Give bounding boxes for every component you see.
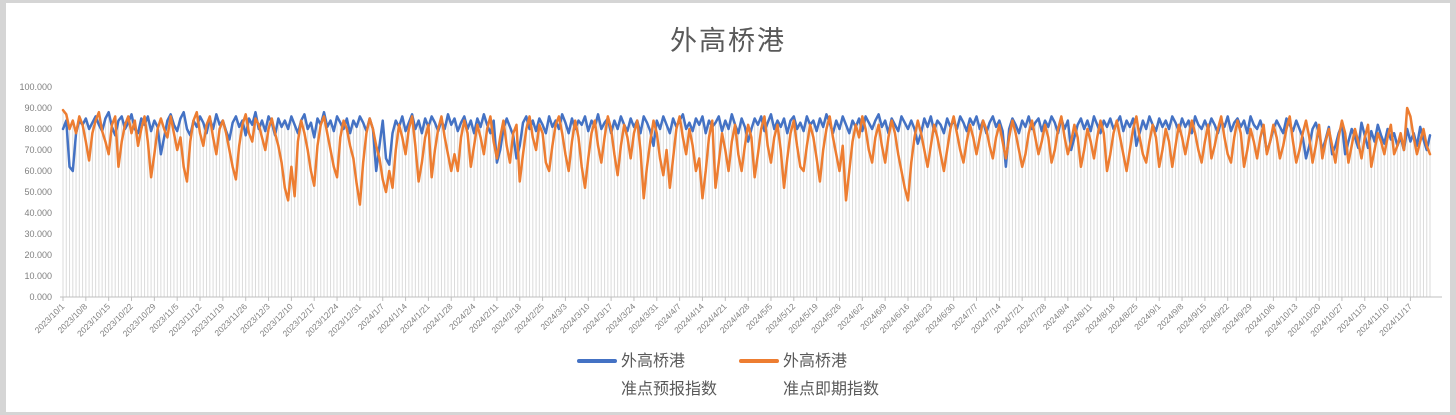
y-tick-label: 90.000 — [24, 103, 52, 113]
y-tick-label: 60.000 — [24, 166, 52, 176]
legend-item-forecast[interactable]: 外高桥港准点预报指数 — [576, 348, 717, 404]
y-tick-label: 70.000 — [24, 145, 52, 155]
legend-label-forecast: 外高桥港准点预报指数 — [621, 348, 717, 404]
y-tick-label: 40.000 — [24, 208, 52, 218]
y-tick-label: 80.000 — [24, 124, 52, 134]
legend-item-spot[interactable]: 外高桥港准点即期指数 — [739, 348, 879, 404]
y-tick-label: 0.000 — [29, 292, 52, 302]
legend-label-forecast-line2: 准点预报指数 — [620, 381, 717, 398]
line-chart: 2023/10/12023/10/82023/10/152023/10/2220… — [19, 82, 1442, 338]
legend-label-forecast-line1: 外高桥港 — [620, 353, 685, 370]
legend-swatch-spot-icon — [739, 359, 779, 363]
chart-legend: 外高桥港准点预报指数 外高桥港准点即期指数 — [6, 348, 1450, 404]
y-tick-label: 50.000 — [24, 187, 52, 197]
y-tick-label: 20.000 — [24, 250, 52, 260]
series-line-spot — [61, 106, 1432, 206]
legend-label-spot: 外高桥港准点即期指数 — [783, 348, 879, 404]
chart-title: 外高桥港 — [670, 26, 786, 56]
legend-label-spot-line1: 外高桥港 — [783, 353, 848, 370]
legend-label-spot-line2: 准点即期指数 — [783, 381, 880, 398]
legend-swatch-forecast-icon — [576, 359, 617, 363]
y-tick-label: 100.000 — [19, 82, 52, 92]
y-tick-label: 10.000 — [24, 271, 52, 281]
y-tick-label: 30.000 — [24, 229, 52, 239]
